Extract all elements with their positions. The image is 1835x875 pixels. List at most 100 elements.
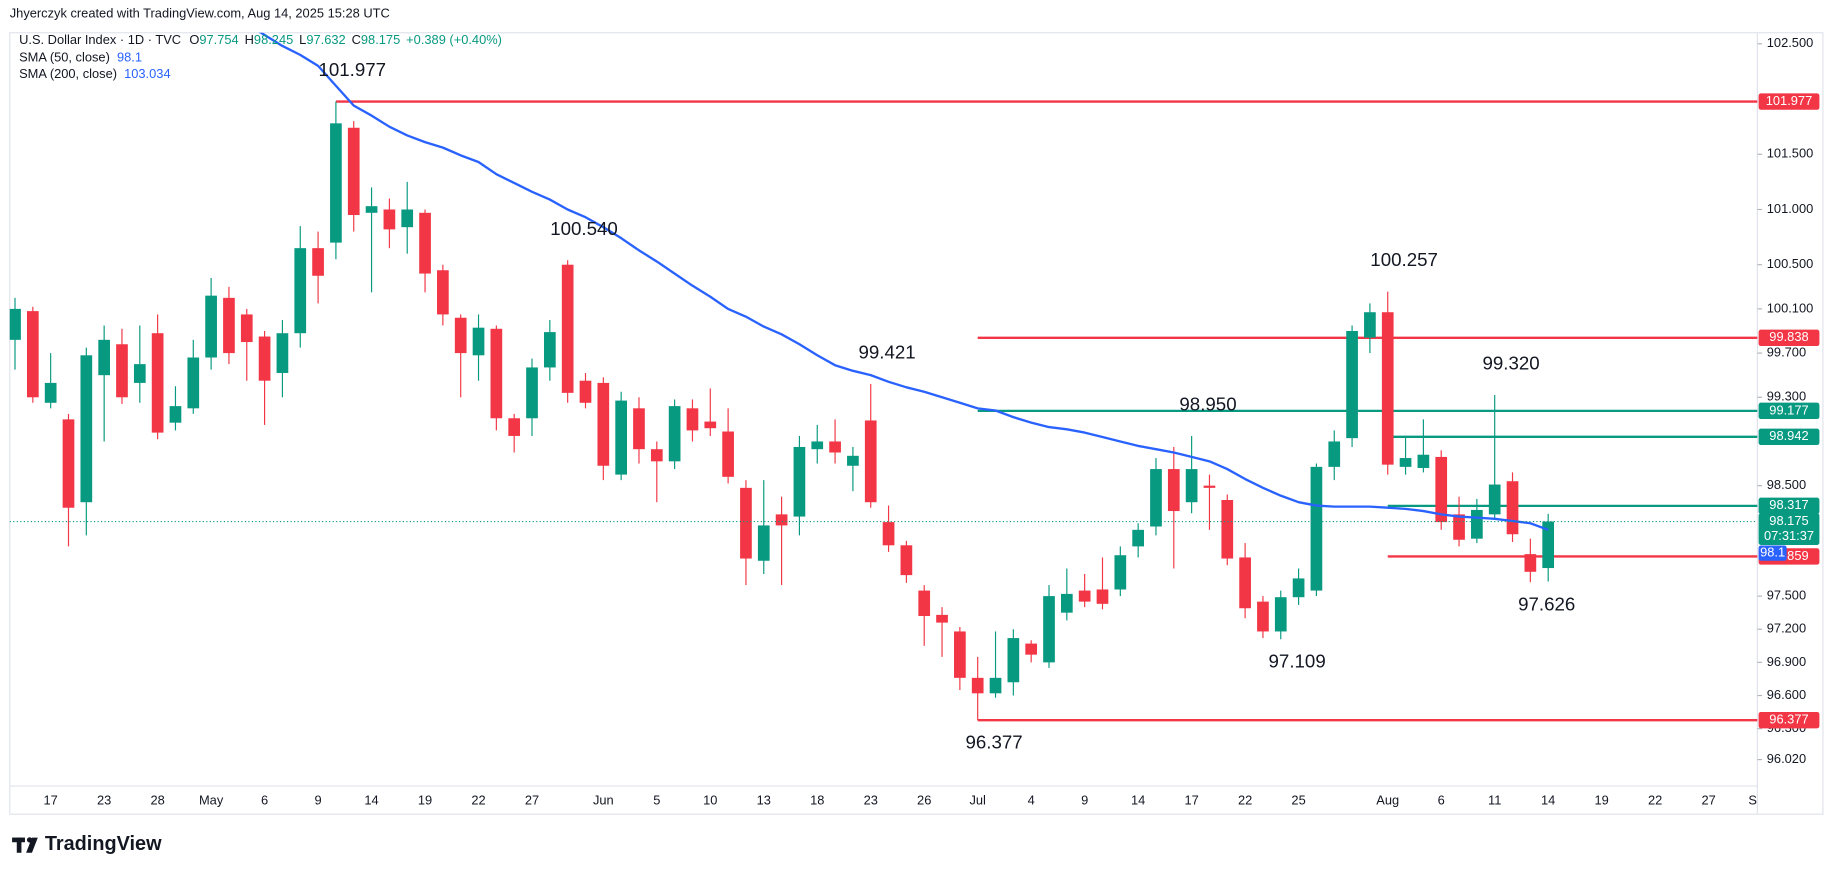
candle-body xyxy=(472,327,485,356)
x-tick-label: 14 xyxy=(364,793,378,808)
y-tick-label: 99.300 xyxy=(1767,389,1806,404)
footer-brand: TradingView xyxy=(45,833,162,855)
x-tick-label: Jul xyxy=(969,793,985,808)
x-tick-label: 10 xyxy=(703,793,717,808)
candle-body xyxy=(26,311,39,398)
x-tick-label: 19 xyxy=(1595,793,1609,808)
candle-body xyxy=(1096,589,1109,604)
candle-body xyxy=(650,449,663,462)
level-price-label: 98.317 xyxy=(1769,497,1808,512)
legend-c-value: 98.175 xyxy=(361,32,400,47)
x-tick-label: 6 xyxy=(1438,793,1445,808)
candle-body xyxy=(740,487,752,559)
candle-body xyxy=(918,590,931,616)
x-tick-label: 9 xyxy=(1081,793,1088,808)
x-tick-label: 14 xyxy=(1541,793,1555,808)
candle-body xyxy=(276,333,289,373)
candle-body xyxy=(1346,330,1358,439)
candle-body xyxy=(686,408,699,431)
level-price-label: 99.838 xyxy=(1769,329,1808,344)
price-annotation: 99.421 xyxy=(858,341,915,362)
candle-body xyxy=(543,332,556,368)
x-tick-label: 28 xyxy=(150,793,164,808)
legend-sma50-value: 98.1 xyxy=(117,50,142,65)
x-tick-label: 18 xyxy=(810,793,824,808)
price-annotation: 101.977 xyxy=(318,59,386,80)
x-tick-label: 25 xyxy=(1291,793,1305,808)
candle-body xyxy=(1025,643,1038,655)
candle-body xyxy=(1471,509,1483,539)
legend-h-value: 98.245 xyxy=(254,32,293,47)
level-price-box xyxy=(1758,402,1820,420)
x-tick-label: 4 xyxy=(1028,793,1035,808)
candle-body xyxy=(383,209,396,230)
candle-body xyxy=(1221,500,1234,559)
y-tick-label: 102.500 xyxy=(1767,35,1813,50)
candle-body xyxy=(1150,469,1162,527)
candle-body xyxy=(597,382,610,466)
candle-body xyxy=(615,400,627,475)
y-tick-label: 97.200 xyxy=(1767,621,1806,636)
legend-o-label: O xyxy=(189,32,199,47)
y-tick-label: 101.000 xyxy=(1767,201,1813,216)
candle-body xyxy=(62,419,75,508)
candle-body xyxy=(1007,638,1020,683)
candle-body xyxy=(1203,485,1216,488)
x-tick-label: Jun xyxy=(593,793,614,808)
x-tick-label: 13 xyxy=(757,793,771,808)
candle-body xyxy=(1043,596,1055,663)
x-tick-label: May xyxy=(199,793,224,808)
sma-price-label: 98.1 xyxy=(1760,545,1785,560)
legend-sma200: SMA (200, close) 103.034 xyxy=(19,66,170,81)
level-price-box xyxy=(1758,329,1820,347)
price-annotation: 100.540 xyxy=(550,218,618,239)
candle-body xyxy=(900,545,913,576)
sma-line xyxy=(258,32,1549,531)
price-annotation: 99.320 xyxy=(1482,353,1539,374)
candle-body xyxy=(704,421,717,429)
candle-body xyxy=(1239,557,1251,609)
candle-body xyxy=(294,248,307,334)
candle-body xyxy=(954,631,966,678)
candle-body xyxy=(971,677,984,694)
candle-body xyxy=(1257,601,1269,632)
x-tick-label: 17 xyxy=(1184,793,1198,808)
price-annotation: 98.950 xyxy=(1179,393,1236,414)
x-tick-label: 5 xyxy=(653,793,660,808)
x-tick-label: 22 xyxy=(471,793,485,808)
candle-body xyxy=(847,455,859,466)
candle-body xyxy=(722,431,734,477)
candle-body xyxy=(490,328,503,419)
sma-price-box xyxy=(1758,545,1787,561)
candle-body xyxy=(526,367,538,419)
candle-body xyxy=(1381,312,1394,465)
candle-body xyxy=(1114,555,1127,590)
candle-body xyxy=(437,270,449,315)
legend-main: U.S. Dollar Index · 1D · TVC O97.754 H98… xyxy=(19,32,502,47)
header-credit: Jhyerczyk created with TradingView.com, … xyxy=(10,5,390,20)
candle-body xyxy=(1506,481,1519,535)
candle-body xyxy=(829,441,841,453)
last-price-label: 98.175 xyxy=(1769,513,1808,528)
candle-body xyxy=(80,355,93,503)
candle-body xyxy=(312,248,324,276)
plot-area xyxy=(9,32,1758,722)
candle-body xyxy=(240,314,253,343)
x-tick-label: 19 xyxy=(418,793,432,808)
x-tick-label: 26 xyxy=(917,793,931,808)
candle-body xyxy=(151,333,164,433)
x-tick-label: Aug xyxy=(1376,793,1399,808)
candle-body xyxy=(989,677,1002,694)
candle-body xyxy=(454,317,467,354)
candle-body xyxy=(1488,484,1501,515)
candle-body xyxy=(561,264,574,393)
candle-body xyxy=(1524,554,1537,572)
candle-body xyxy=(1328,441,1341,467)
candle-body xyxy=(9,308,21,340)
legend-l-label: L xyxy=(299,32,306,47)
candle-body xyxy=(1435,456,1448,523)
legend-c-label: C xyxy=(352,32,361,47)
candle-body xyxy=(1542,521,1555,569)
